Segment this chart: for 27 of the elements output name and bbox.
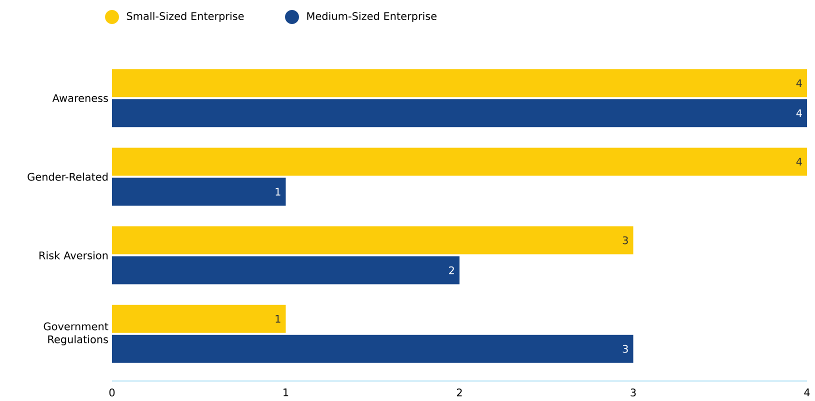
data-label: 4 <box>796 109 802 117</box>
data-label: 4 <box>796 158 802 166</box>
data-label: 2 <box>449 266 454 274</box>
bar <box>112 226 634 254</box>
y-tick-label: Gender-Related <box>28 172 108 181</box>
legend-label: Small-Sized Enterprise <box>126 12 244 22</box>
bar <box>112 178 286 206</box>
y-tick-label: Government Regulations <box>44 322 108 346</box>
bar <box>112 304 286 333</box>
x-tick-label: 1 <box>284 388 288 396</box>
x-tick-label: 0 <box>109 388 115 396</box>
legend-label: Medium-Sized Enterprise <box>307 12 436 22</box>
bar <box>112 69 808 98</box>
data-label: 4 <box>796 79 802 87</box>
y-tick-label: Awareness <box>52 94 108 102</box>
bar <box>112 148 808 176</box>
y-tick-label: Risk Aversion <box>39 251 108 260</box>
data-label: 3 <box>622 344 628 353</box>
x-tick-label: 3 <box>630 388 636 396</box>
bar <box>112 99 808 128</box>
data-label: 1 <box>276 315 280 323</box>
data-label: 3 <box>622 236 628 244</box>
bar <box>112 256 460 284</box>
x-tick-label: 4 <box>804 388 810 396</box>
x-tick-label: 2 <box>456 388 462 396</box>
bar <box>112 334 634 363</box>
data-label: 1 <box>276 188 280 196</box>
